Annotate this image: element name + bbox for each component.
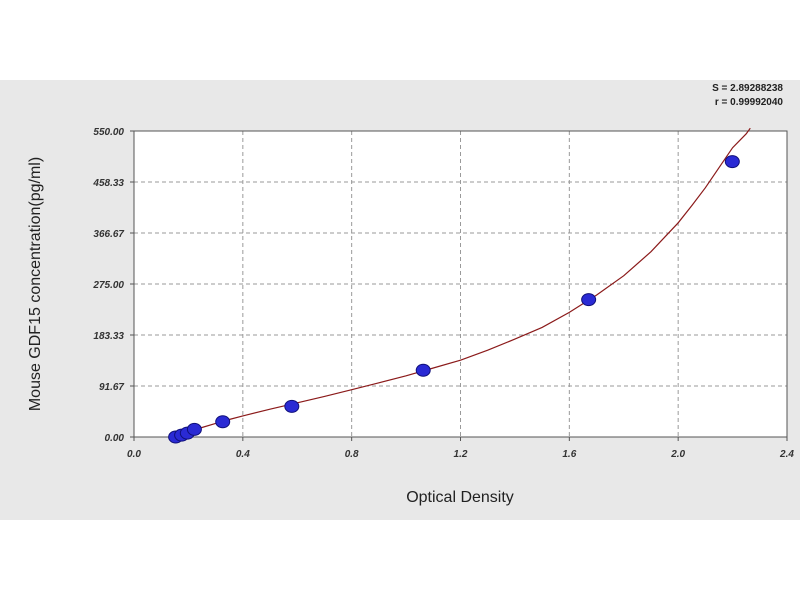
data-point bbox=[186, 422, 202, 436]
y-tick-label: 366.67 bbox=[93, 229, 124, 240]
x-axis-ticks: 0.0 0.4 0.8 1.2 1.6 2.0 2.4 bbox=[127, 437, 794, 460]
data-point bbox=[215, 415, 231, 429]
y-tick-label: 91.67 bbox=[99, 382, 124, 393]
data-point bbox=[581, 293, 597, 307]
x-tick-label: 0.0 bbox=[127, 449, 141, 460]
fit-s-value: S = 2.89288238 bbox=[712, 83, 783, 94]
x-tick-label: 1.6 bbox=[562, 449, 576, 460]
y-tick-label: 183.33 bbox=[93, 331, 124, 342]
fit-r-value: r = 0.99992040 bbox=[715, 97, 784, 108]
x-tick-label: 0.4 bbox=[236, 449, 250, 460]
x-tick-label: 0.8 bbox=[345, 449, 359, 460]
data-points bbox=[168, 155, 740, 444]
y-tick-label: 0.00 bbox=[105, 433, 125, 444]
y-axis-title: Mouse GDF15 concentration(pg/ml) bbox=[27, 157, 44, 411]
data-point bbox=[415, 363, 431, 377]
y-axis-ticks: 0.00 91.67 183.33 275.00 366.67 458.33 550.00 bbox=[92, 127, 134, 444]
x-tick-label: 2.0 bbox=[670, 449, 685, 460]
data-point bbox=[724, 155, 740, 169]
x-axis-title: Optical Density bbox=[406, 489, 514, 506]
grid bbox=[134, 131, 787, 437]
y-tick-label: 550.00 bbox=[93, 127, 124, 138]
y-tick-label: 458.33 bbox=[92, 178, 124, 189]
data-point bbox=[284, 399, 300, 413]
y-tick-label: 275.00 bbox=[92, 280, 124, 291]
x-tick-label: 1.2 bbox=[454, 449, 468, 460]
x-tick-label: 2.4 bbox=[779, 449, 794, 460]
